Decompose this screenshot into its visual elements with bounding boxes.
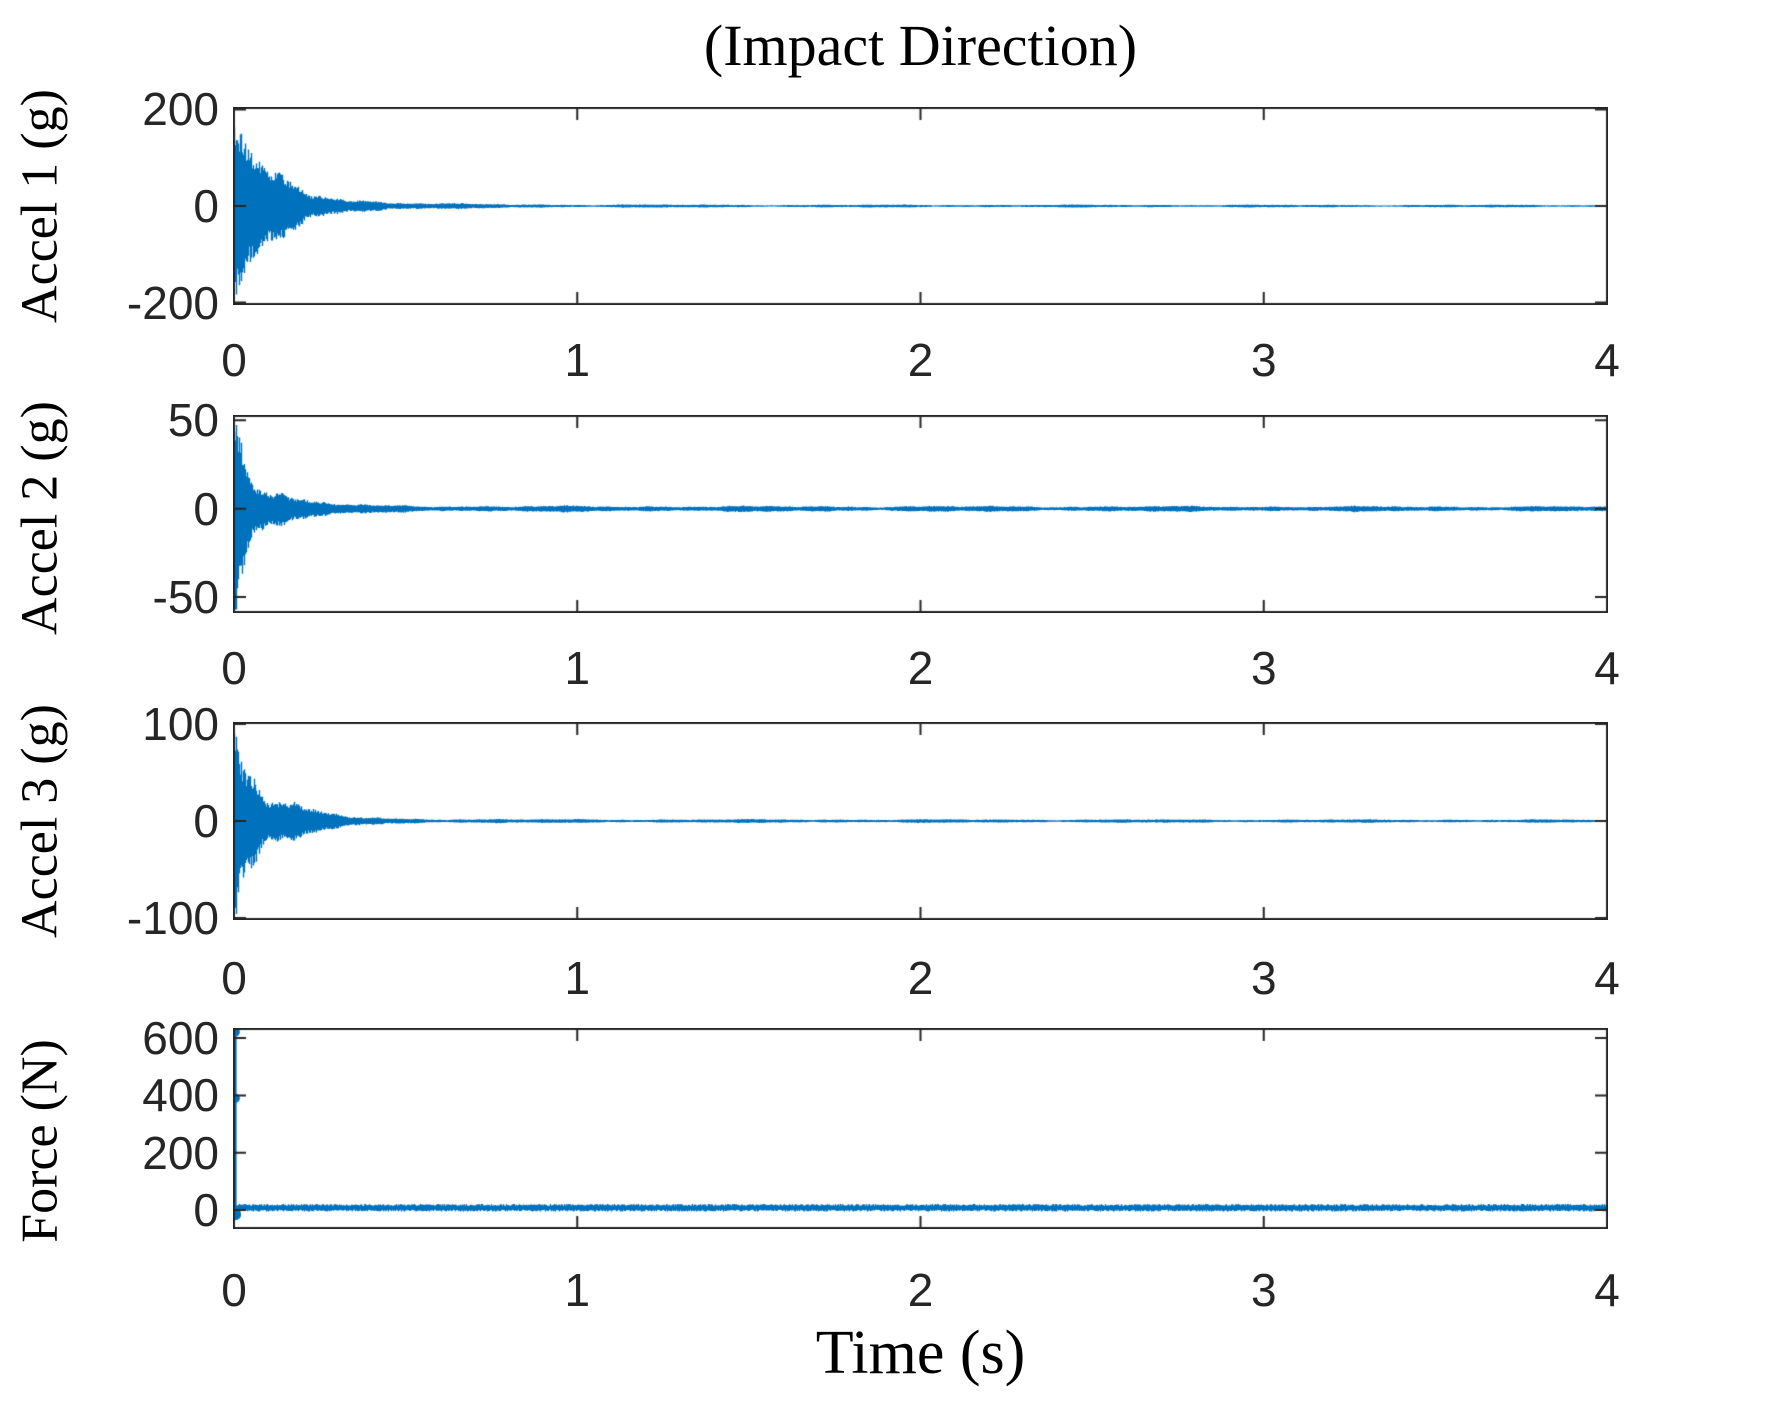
y-tick-label: 400 [142,1069,219,1122]
x-tick-label: 2 [907,334,934,386]
x-tick-label: 2 [907,952,934,1004]
x-tick-label: 1 [564,334,591,386]
x-tick-label: 4 [1594,1264,1620,1316]
y-tick-label: 0 [193,1184,219,1237]
x-tick-label: 4 [1594,952,1620,1004]
x-tick-label: 4 [1594,642,1620,694]
y-tick-label: 100 [142,697,219,750]
x-tick-label: 3 [1250,952,1277,1004]
x-tick-label: 1 [564,642,591,694]
force-plot-canvas [233,1028,1608,1229]
x-tick-label: 0 [221,642,247,694]
y-tick-label: -50 [152,571,219,624]
y-tick-label: 200 [142,1126,219,1179]
accel-3-plot-canvas [233,722,1608,920]
x-axis-label: Time (s) [815,1319,1026,1387]
x-tick-label: 2 [907,1264,934,1316]
x-tick-label: 0 [221,952,247,1004]
y-tick-label: 0 [193,795,219,847]
x-tick-label: 1 [564,1264,591,1316]
y-tick-label: -200 [126,276,219,329]
y-tick-label: 0 [193,482,219,535]
accel-2-plot-canvas [233,415,1608,613]
y-tick-label: 0 [193,180,219,232]
x-tick-label: 0 [221,1264,247,1316]
x-tick-label: 0 [221,334,247,386]
y-tick-label: -100 [126,892,219,945]
x-tick-label: 2 [907,642,934,694]
y-tick-label: 600 [142,1012,219,1065]
x-tick-label: 3 [1250,1264,1277,1316]
chart-title: (Impact Direction) [703,13,1138,78]
x-tick-label: 4 [1594,334,1620,386]
x-tick-label: 3 [1250,642,1277,694]
y-tick-label: 50 [167,394,219,447]
accel-1-plot-canvas [233,107,1608,305]
x-tick-label: 1 [564,952,591,1004]
x-tick-label: 3 [1250,334,1277,386]
y-tick-label: 200 [142,83,219,136]
